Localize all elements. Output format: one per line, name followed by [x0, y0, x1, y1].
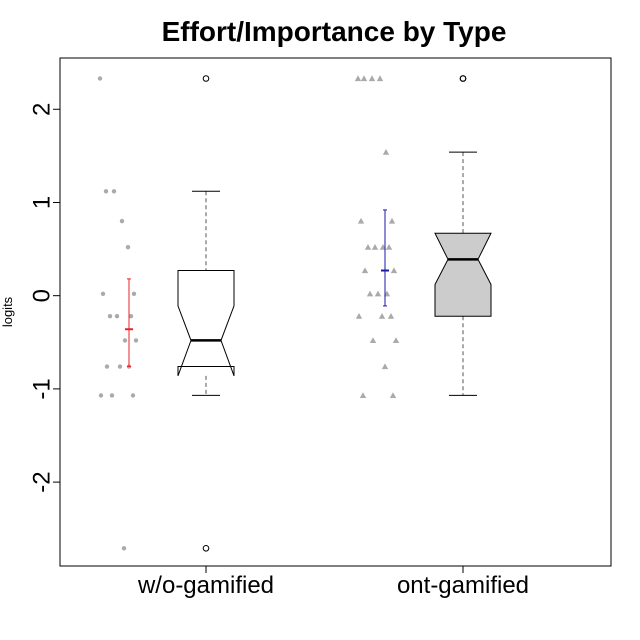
data-point	[381, 363, 389, 370]
x-axis-labels: w/o-gamified ont-gamified	[137, 566, 529, 599]
data-point	[97, 76, 103, 81]
y-tick-label: 1	[29, 196, 56, 209]
data-point	[389, 392, 397, 398]
data-point	[104, 364, 110, 369]
data-point	[130, 393, 136, 398]
notched-box	[434, 232, 492, 317]
data-point	[357, 217, 365, 224]
data-point	[122, 338, 128, 343]
data-point	[98, 393, 104, 398]
data-point	[361, 267, 369, 274]
data-point	[109, 393, 115, 398]
data-point	[376, 75, 384, 82]
data-point	[374, 290, 382, 297]
data-point	[371, 244, 379, 250]
x-category-label: w/o-gamified	[137, 572, 274, 599]
data-point	[114, 313, 120, 319]
y-tick-label: 2	[29, 103, 56, 116]
data-point	[368, 75, 376, 82]
y-tick-label: 0	[29, 289, 56, 302]
y-tick-label: -1	[29, 378, 56, 399]
data-point	[100, 291, 106, 297]
data-point	[360, 75, 368, 82]
outlier-point	[202, 544, 210, 552]
chart-title: Effort/Importance by Type	[162, 16, 507, 47]
data-point	[364, 244, 372, 250]
groups-layer	[97, 75, 492, 552]
plot-frame	[59, 57, 612, 567]
data-point	[388, 217, 396, 224]
data-point	[382, 148, 390, 155]
data-point	[354, 75, 362, 82]
data-point	[131, 291, 137, 297]
data-point	[385, 244, 393, 250]
data-point	[128, 313, 134, 319]
data-point	[111, 189, 117, 194]
data-point	[121, 546, 127, 551]
data-point	[355, 312, 363, 319]
data-point	[107, 313, 113, 319]
data-point	[119, 218, 125, 224]
data-point	[103, 189, 109, 194]
data-point	[125, 245, 131, 250]
data-point	[392, 337, 400, 343]
y-axis: -2 -1 0 1 2	[29, 103, 60, 493]
outlier-point	[459, 75, 467, 82]
y-axis-label: logits	[0, 296, 15, 327]
y-tick-label: -2	[29, 471, 56, 492]
data-point	[387, 312, 395, 319]
data-point	[369, 337, 377, 343]
data-point	[117, 364, 123, 369]
data-point	[133, 338, 139, 343]
data-point	[366, 290, 374, 297]
data-point	[378, 312, 386, 319]
data-point	[390, 267, 398, 274]
notched-box	[177, 270, 235, 377]
outlier-point	[202, 75, 210, 82]
data-point	[359, 392, 367, 398]
x-category-label: ont-gamified	[397, 572, 529, 599]
